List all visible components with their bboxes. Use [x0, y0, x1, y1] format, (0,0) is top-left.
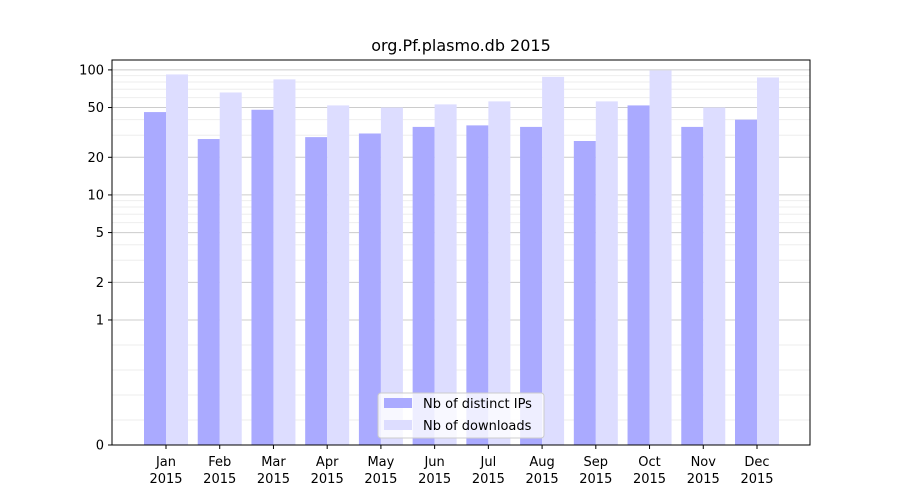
bar-downloads	[542, 76, 565, 445]
bar-downloads	[649, 70, 672, 445]
bar-distinct-ips	[197, 139, 220, 445]
y-tick-label: 0	[96, 439, 104, 454]
bar-downloads	[219, 92, 242, 446]
y-tick-label: 5	[96, 226, 104, 241]
bar-downloads	[703, 107, 726, 446]
x-tick-label-year: 2015	[740, 472, 773, 487]
y-tick-label: 10	[87, 188, 104, 203]
x-tick-label-month: Feb	[208, 455, 231, 470]
bar-distinct-ips	[412, 126, 435, 446]
bar-downloads	[327, 105, 350, 446]
x-tick-label-month: May	[367, 455, 394, 470]
plot-frame	[111, 59, 811, 446]
x-tick-label-month: Aug	[529, 455, 554, 470]
bar-downloads	[757, 77, 779, 445]
bar-downloads	[166, 74, 188, 445]
bar-downloads	[380, 107, 403, 446]
x-tick-label-month: Mar	[261, 455, 286, 470]
x-tick-label-year: 2015	[472, 472, 505, 487]
bar-distinct-ips	[144, 112, 166, 445]
x-tick-label-year: 2015	[526, 472, 559, 487]
y-tick-label: 2	[96, 276, 104, 291]
bar-downloads	[434, 104, 457, 445]
bar-distinct-ips	[520, 126, 543, 446]
bar-distinct-ips	[305, 137, 328, 445]
x-tick-label-month: Jul	[480, 455, 497, 470]
bar-distinct-ips	[466, 125, 489, 445]
x-tick-label-year: 2015	[633, 472, 666, 487]
legend-label-distinct-ips: Nb of distinct IPs	[423, 397, 532, 412]
bar-downloads	[488, 101, 511, 445]
legend-label-downloads: Nb of downloads	[423, 419, 532, 434]
x-tick-label-year: 2015	[687, 472, 720, 487]
x-tick-label-year: 2015	[257, 472, 290, 487]
x-tick-label-year: 2015	[418, 472, 451, 487]
x-tick-label-year: 2015	[364, 472, 397, 487]
x-tick-label-month: Apr	[316, 455, 339, 470]
y-tick-label: 20	[87, 151, 104, 166]
bar-distinct-ips	[735, 119, 757, 446]
x-tick-label-year: 2015	[311, 472, 344, 487]
bar-distinct-ips	[358, 133, 381, 445]
bar-downloads	[595, 101, 618, 445]
bar-distinct-ips	[251, 109, 274, 445]
x-tick-label-month: Jun	[423, 455, 444, 470]
bars	[144, 70, 779, 446]
y-axis: 0 1 2 5 10 20 50 100	[79, 63, 112, 454]
x-tick-label-month: Dec	[744, 455, 769, 470]
x-tick-label-year: 2015	[203, 472, 236, 487]
bar-distinct-ips	[681, 126, 704, 446]
x-tick-label-month: Sep	[584, 455, 609, 470]
y-tick-label: 1	[96, 313, 104, 328]
x-tick-label-month: Jan	[155, 455, 176, 470]
legend-swatch-downloads	[384, 420, 412, 430]
bar-distinct-ips	[627, 105, 650, 446]
legend-box	[377, 392, 545, 439]
x-tick-label-month: Oct	[638, 455, 660, 470]
chart-title: org.Pf.plasmo.db 2015	[371, 36, 551, 55]
y-tick-label: 100	[79, 63, 104, 78]
x-tick-label-month: Nov	[691, 455, 717, 470]
bar-distinct-ips	[573, 140, 596, 445]
x-axis: Jan 2015 Feb 2015 Mar 2015 Apr 2015 May 2015 Jun 20…	[149, 445, 774, 487]
x-tick-label-year: 2015	[149, 472, 182, 487]
legend: Nb of distinct IPs Nb of downloads	[377, 392, 545, 439]
x-tick-label-year: 2015	[579, 472, 612, 487]
bar-downloads	[273, 79, 296, 446]
legend-swatch-distinct-ips	[384, 398, 412, 408]
y-tick-label: 50	[87, 101, 104, 116]
